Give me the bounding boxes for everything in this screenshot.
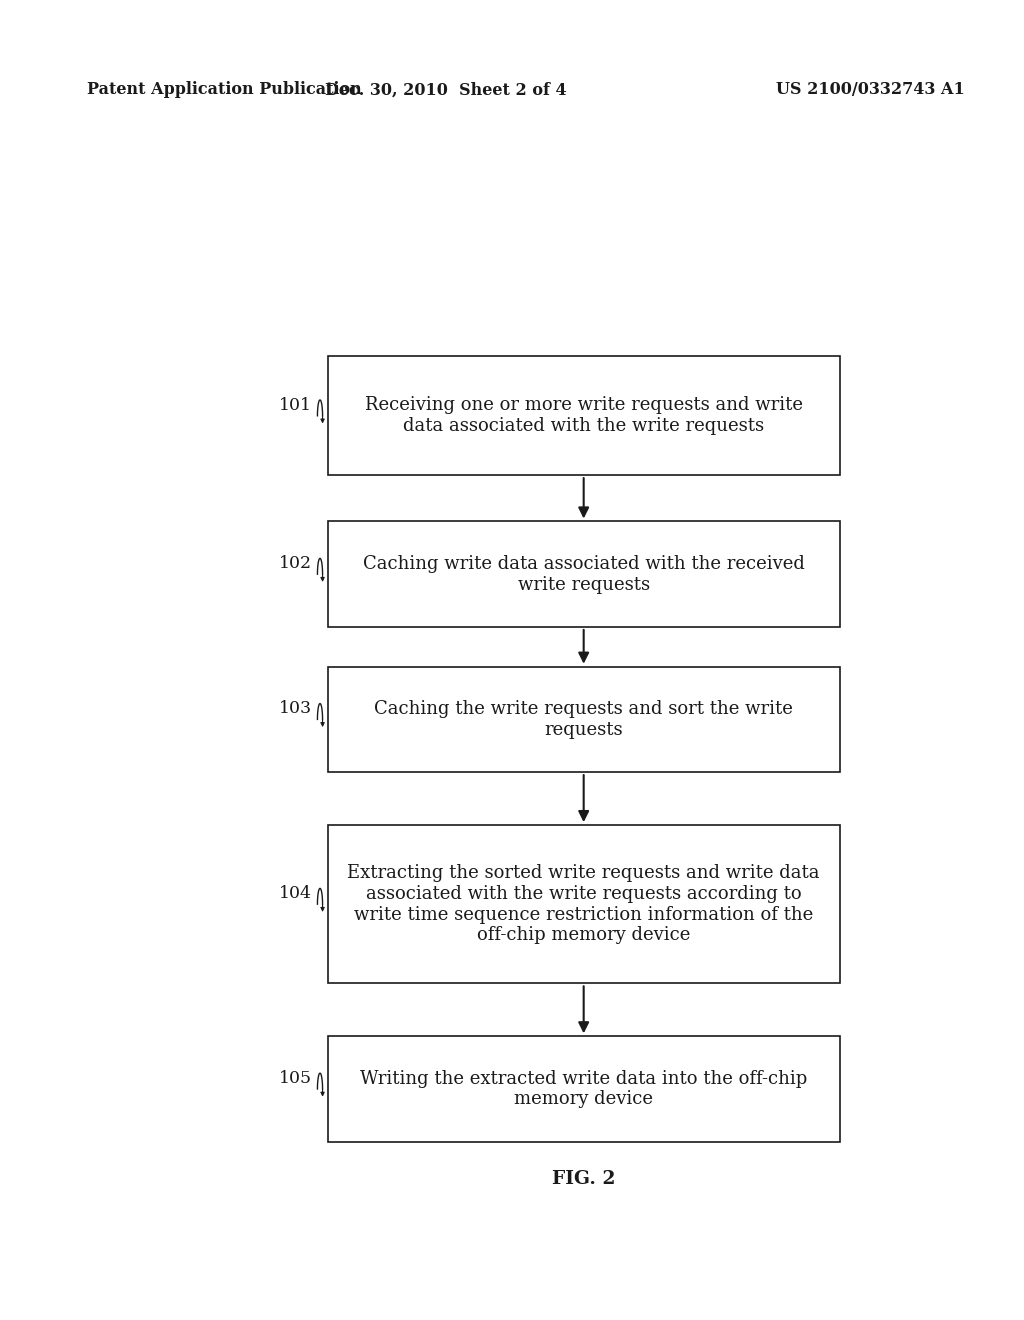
Text: 102: 102 [280, 556, 312, 572]
Text: Caching the write requests and sort the write
requests: Caching the write requests and sort the … [374, 700, 794, 739]
Bar [328, 825, 840, 983]
Text: Dec. 30, 2010  Sheet 2 of 4: Dec. 30, 2010 Sheet 2 of 4 [325, 82, 566, 98]
Text: 105: 105 [280, 1071, 312, 1086]
Text: Receiving one or more write requests and write
data associated with the write re: Receiving one or more write requests and… [365, 396, 803, 436]
Text: Writing the extracted write data into the off-chip
memory device: Writing the extracted write data into th… [360, 1069, 807, 1109]
Text: 103: 103 [280, 701, 312, 717]
Text: Caching write data associated with the received
write requests: Caching write data associated with the r… [362, 554, 805, 594]
Bar [328, 356, 840, 475]
Text: Extracting the sorted write requests and write data
associated with the write re: Extracting the sorted write requests and… [347, 865, 820, 944]
Text: 104: 104 [280, 886, 312, 902]
Text: Patent Application Publication: Patent Application Publication [87, 82, 361, 98]
Bar [328, 1036, 840, 1142]
Bar [328, 521, 840, 627]
Text: FIG. 2: FIG. 2 [552, 1170, 615, 1188]
Text: US 2100/0332743 A1: US 2100/0332743 A1 [776, 82, 965, 98]
Text: 101: 101 [280, 397, 312, 413]
Bar [328, 667, 840, 772]
